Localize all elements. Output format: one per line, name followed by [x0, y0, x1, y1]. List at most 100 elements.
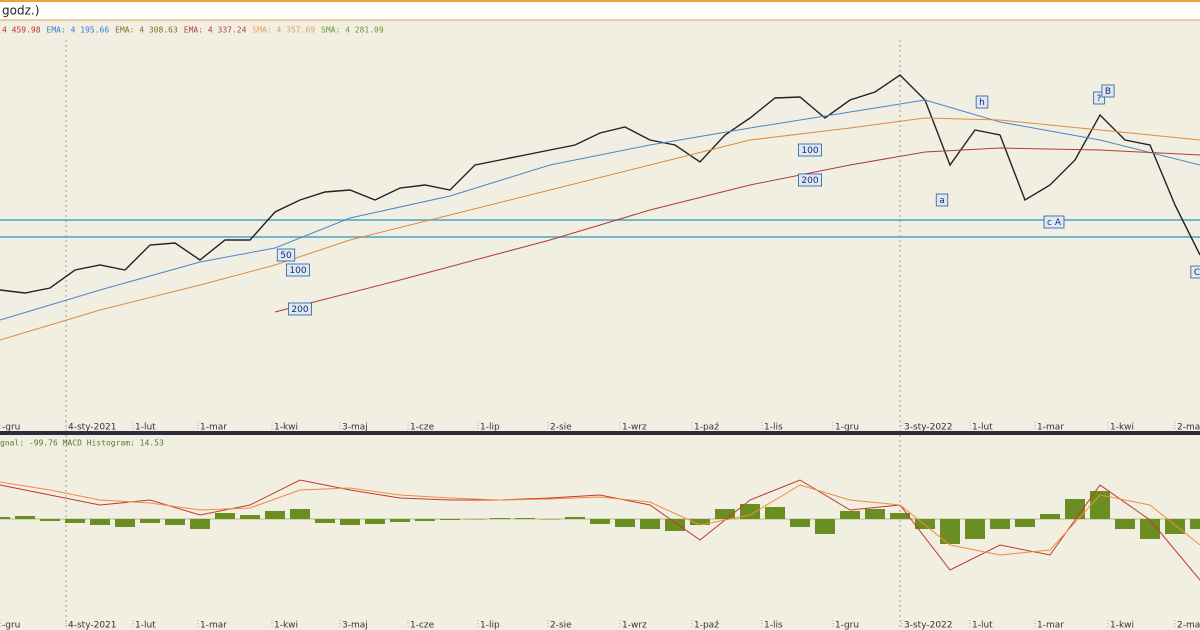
- x-tick-label: 1-mar: [1037, 423, 1064, 433]
- histogram-bar: [1015, 519, 1035, 527]
- annotation-label: h: [979, 98, 985, 108]
- panel-divider: [0, 431, 1200, 435]
- annotation-label: a: [939, 196, 945, 206]
- histogram-bar: [340, 519, 360, 525]
- annotation-box: [1190, 265, 1200, 279]
- window-title: godz.): [2, 4, 39, 18]
- x-tick-label: 1-lip: [480, 621, 500, 630]
- histogram-bar: [390, 519, 410, 522]
- series-line: [0, 74, 1200, 294]
- series-line: [0, 479, 1200, 581]
- x-tick-label: 1-lut: [135, 423, 156, 433]
- histogram-bar: [965, 519, 985, 539]
- x-tick-label: 1-mar: [200, 621, 227, 630]
- x-tick-label: 2-maj: [1177, 621, 1200, 630]
- x-tick-label: 1-cze: [410, 621, 435, 630]
- annotation-box: [276, 248, 296, 262]
- x-tick-label: 3-sty-2022: [904, 423, 953, 433]
- histogram-bar: [565, 517, 585, 519]
- histogram-bar: [840, 511, 860, 519]
- histogram-bar: [1090, 491, 1110, 519]
- x-tick-label: 2-maj: [1177, 423, 1200, 433]
- annotation-label: C: [1194, 268, 1200, 278]
- histogram-bar: [90, 519, 110, 525]
- histogram-bar: [590, 519, 610, 524]
- annotation-label: 200: [801, 176, 818, 186]
- x-tick-label: 3-sty-2022: [904, 621, 953, 630]
- indicator-readout: 4 459.98 EMA: 4 195.66 EMA: 4 308.63 EMA: 4…: [2, 26, 384, 35]
- x-tick-label: 1-mar: [200, 423, 227, 433]
- x-tick-label: 1-kwi: [1110, 621, 1134, 630]
- histogram-bar: [0, 517, 10, 519]
- annotation-label: 200: [291, 305, 308, 315]
- histogram-bar: [115, 519, 135, 527]
- annotation-box: [975, 95, 989, 109]
- histogram-bar: [415, 519, 435, 521]
- x-tick-label: 2-sie: [550, 423, 572, 433]
- histogram-bar: [615, 519, 635, 527]
- x-tick-label: 1-lis: [764, 423, 783, 433]
- histogram-bar: [1190, 519, 1200, 529]
- histogram-bar: [765, 507, 785, 519]
- histogram-bar: [440, 519, 460, 520]
- macd-readout: gnal: -99.76 MACD Histogram: 14.53: [0, 439, 164, 448]
- histogram-bar: [1115, 519, 1135, 529]
- x-tick-label: 4-sty-2021: [68, 621, 117, 630]
- x-tick-label: 3-maj: [342, 621, 368, 630]
- series-line: [0, 99, 1200, 321]
- histogram-bar: [665, 519, 685, 531]
- title-bar: [0, 0, 1200, 20]
- histogram-bar: [915, 519, 935, 529]
- readout-item: EMA: 4 195.66: [47, 26, 110, 35]
- x-tick-label: 4-sty-2021: [68, 423, 117, 433]
- x-tick-label: 1-mar: [1037, 621, 1064, 630]
- x-tick-label: 1-wrz: [622, 423, 647, 433]
- annotation-box: [935, 193, 949, 207]
- title-accent: [0, 0, 1200, 2]
- histogram-bar: [290, 509, 310, 519]
- x-tick-label: 1-lut: [135, 621, 156, 630]
- histogram-bar: [1165, 519, 1185, 534]
- x-tick-label: 1-kwi: [274, 621, 298, 630]
- histogram-bar: [140, 519, 160, 523]
- histogram-bar: [740, 504, 760, 519]
- annotation-label: c A: [1047, 218, 1062, 228]
- x-tick-label: 3-maj: [342, 423, 368, 433]
- x-tick-label: 1-kwi: [274, 423, 298, 433]
- histogram-bar: [815, 519, 835, 534]
- readout-item: SMA: 4 281.09: [321, 26, 384, 35]
- annotation-box: [798, 173, 822, 187]
- histogram-bar: [190, 519, 210, 529]
- histogram-bar: [1040, 514, 1060, 519]
- annotation-label: ?: [1097, 94, 1102, 104]
- annotation-box: [1043, 215, 1065, 229]
- histogram-bar: [490, 518, 510, 519]
- readout-item: EMA: 4 308.63: [115, 26, 178, 35]
- histogram-bar: [240, 515, 260, 519]
- x-tick-label: 1-lip: [480, 423, 500, 433]
- annotation-label: 50: [280, 251, 292, 261]
- histogram-bar: [1065, 499, 1085, 519]
- histogram-bar: [65, 519, 85, 523]
- annotation-box: [286, 263, 310, 277]
- histogram-bar: [265, 511, 285, 519]
- series-line: [0, 117, 1200, 341]
- histogram-bar: [990, 519, 1010, 529]
- x-tick-label: 1-lut: [972, 621, 993, 630]
- annotation-label: 100: [289, 266, 306, 276]
- histogram-bar: [715, 509, 735, 519]
- x-tick-label: 1-lut: [972, 423, 993, 433]
- x-tick-label: 1-cze: [410, 423, 435, 433]
- readout-item: 4 459.98: [2, 26, 41, 35]
- histogram-bar: [865, 509, 885, 519]
- annotation-box: [288, 302, 312, 316]
- x-tick-label: 1-gru: [835, 423, 859, 433]
- annotation-box: [1101, 84, 1115, 98]
- x-tick-label: 1-lis: [764, 621, 783, 630]
- x-tick-label: -gru: [2, 423, 20, 433]
- histogram-bar: [1140, 519, 1160, 539]
- series-line: [274, 147, 1200, 313]
- histogram-bar: [515, 518, 535, 519]
- series-line: [0, 481, 1200, 556]
- histogram-bar: [365, 519, 385, 524]
